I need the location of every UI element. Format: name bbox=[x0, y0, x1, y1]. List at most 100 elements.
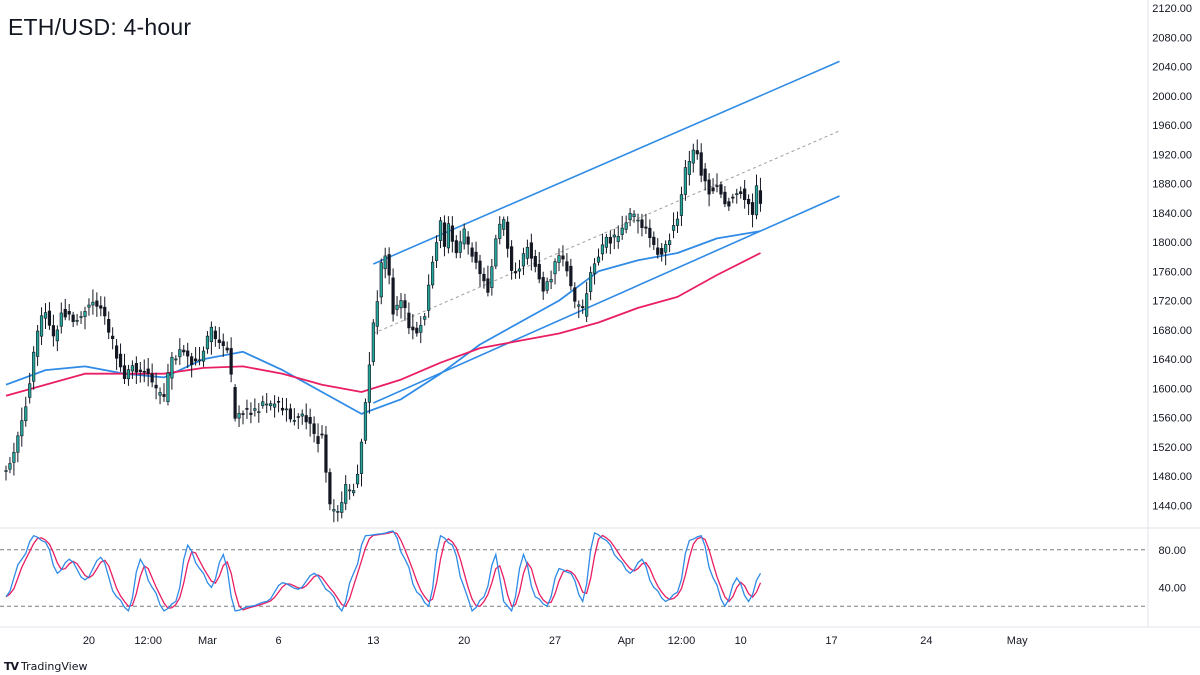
candle bbox=[588, 266, 593, 301]
candle bbox=[430, 255, 435, 289]
candle bbox=[545, 277, 549, 294]
candle bbox=[581, 299, 585, 314]
candle bbox=[178, 338, 182, 365]
candle bbox=[245, 399, 249, 419]
time-tick-label: Apr bbox=[618, 635, 635, 647]
candle bbox=[648, 219, 652, 248]
candle-body bbox=[103, 306, 107, 317]
candle-body bbox=[652, 236, 656, 245]
candle-body bbox=[122, 365, 127, 380]
stochastic-oscillator[interactable] bbox=[0, 530, 1148, 613]
candle-body bbox=[624, 222, 628, 230]
candle-body bbox=[707, 179, 711, 195]
candle-body bbox=[470, 247, 474, 257]
candle bbox=[312, 416, 316, 443]
candle bbox=[272, 395, 277, 418]
time-axis-labels: 20 12:00 Mar 6 13 20 27 Apr 12:00 10 17 24 May bbox=[83, 635, 1028, 647]
candle bbox=[265, 393, 269, 413]
candle bbox=[699, 143, 703, 183]
candle bbox=[494, 234, 498, 270]
chart-title: ETH/USD: 4-hour bbox=[8, 14, 192, 40]
candle bbox=[478, 254, 482, 287]
candle bbox=[754, 174, 759, 220]
candle-body bbox=[739, 191, 743, 194]
candle bbox=[118, 343, 123, 372]
candle-body bbox=[351, 490, 356, 494]
candlesticks[interactable] bbox=[4, 139, 763, 523]
candle-body bbox=[387, 254, 391, 276]
candle bbox=[308, 408, 312, 437]
candle-body bbox=[355, 473, 360, 485]
candle bbox=[561, 245, 565, 267]
candle bbox=[126, 364, 131, 386]
candle-body bbox=[150, 373, 154, 383]
candle-body bbox=[462, 228, 466, 245]
candle bbox=[758, 177, 763, 212]
candle bbox=[707, 173, 711, 207]
candle-body bbox=[332, 509, 336, 512]
candle bbox=[486, 265, 490, 297]
candle-body bbox=[703, 168, 707, 182]
candle-body bbox=[344, 484, 348, 504]
candle bbox=[628, 207, 632, 227]
candle-body bbox=[371, 322, 375, 362]
candle-body bbox=[616, 235, 620, 242]
candle-body bbox=[284, 408, 289, 411]
candle bbox=[573, 282, 577, 309]
candle-body bbox=[691, 149, 695, 164]
price-tick-label: 2040.00 bbox=[1152, 62, 1192, 74]
candle-body bbox=[178, 349, 182, 358]
candle bbox=[391, 268, 395, 322]
candle-body bbox=[628, 212, 632, 221]
candle bbox=[221, 333, 225, 357]
candle-body bbox=[636, 219, 640, 222]
candle-body bbox=[237, 412, 241, 419]
tradingview-brand[interactable]: TV TradingView bbox=[4, 660, 88, 673]
candle-body bbox=[667, 240, 672, 246]
candle bbox=[91, 289, 95, 315]
candle bbox=[217, 326, 221, 350]
candle-body bbox=[280, 407, 285, 411]
candle bbox=[205, 331, 210, 354]
candle bbox=[28, 372, 32, 404]
candle-body bbox=[758, 190, 763, 204]
candle bbox=[201, 346, 206, 367]
candle-body bbox=[683, 167, 687, 195]
candle bbox=[434, 235, 439, 268]
candle bbox=[320, 425, 324, 439]
candle bbox=[525, 239, 529, 265]
candle bbox=[612, 228, 616, 250]
candle-body bbox=[723, 191, 727, 205]
candle-body bbox=[304, 415, 308, 423]
candle bbox=[502, 216, 506, 236]
candle bbox=[750, 193, 755, 228]
oscillator-tick-label: 80.00 bbox=[1158, 545, 1186, 557]
candle-body bbox=[695, 150, 699, 155]
candle bbox=[99, 296, 103, 317]
candle bbox=[533, 249, 537, 273]
candle bbox=[695, 139, 699, 160]
candle bbox=[115, 339, 119, 371]
candle-body bbox=[419, 325, 423, 333]
candle bbox=[344, 475, 348, 511]
candle-body bbox=[454, 240, 458, 254]
candle-body bbox=[158, 392, 162, 396]
candle bbox=[446, 216, 451, 254]
candle-body bbox=[727, 201, 731, 207]
candle-body bbox=[660, 247, 664, 255]
candle-body bbox=[596, 256, 601, 263]
candle-body bbox=[585, 293, 589, 317]
candle-body bbox=[399, 300, 403, 309]
candle bbox=[454, 235, 458, 259]
time-tick-label: 10 bbox=[735, 635, 747, 647]
candle-body bbox=[111, 335, 115, 340]
candle bbox=[170, 351, 174, 390]
price-tick-label: 1600.00 bbox=[1152, 383, 1192, 395]
candle-body bbox=[363, 402, 368, 441]
candle-body bbox=[241, 413, 245, 415]
oscillator-axis-labels: 80.00 40.00 bbox=[1158, 545, 1186, 595]
candle bbox=[498, 216, 502, 245]
candle-body bbox=[205, 335, 210, 350]
candle bbox=[529, 233, 533, 271]
